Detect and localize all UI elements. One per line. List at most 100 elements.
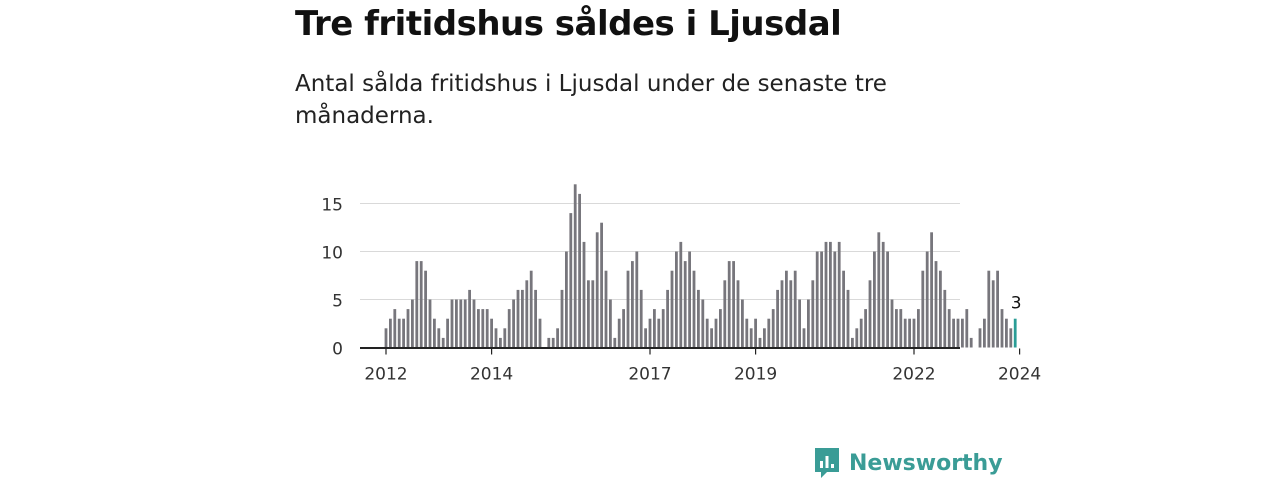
bar xyxy=(895,309,898,348)
brand-name: Newsworthy xyxy=(849,450,1003,476)
bar xyxy=(881,241,885,348)
chart-subtitle: Antal sålda fritidshus i Ljusdal under d… xyxy=(295,71,887,129)
bar xyxy=(846,289,850,348)
bar xyxy=(529,270,533,348)
bar xyxy=(384,328,388,348)
bar xyxy=(446,318,449,348)
y-tick-label: 15 xyxy=(321,196,343,216)
bar xyxy=(952,318,955,348)
bar xyxy=(657,318,661,348)
bar xyxy=(499,337,502,348)
bar xyxy=(455,299,458,348)
bar xyxy=(903,318,907,348)
bar xyxy=(732,261,735,348)
bar xyxy=(516,289,520,348)
bar xyxy=(978,328,982,348)
bar xyxy=(631,261,634,348)
bar xyxy=(965,309,969,348)
bar xyxy=(991,280,995,348)
bar xyxy=(450,299,454,348)
bar xyxy=(560,289,564,348)
bar xyxy=(582,241,586,348)
bar xyxy=(679,241,683,348)
bar xyxy=(912,318,916,348)
bar xyxy=(521,289,524,348)
bar xyxy=(424,270,427,348)
bar xyxy=(507,309,511,348)
bar xyxy=(613,337,617,348)
x-tick-label: 2012 xyxy=(364,365,407,385)
bar xyxy=(939,270,942,348)
x-tick-label: 2022 xyxy=(892,365,935,385)
y-tick-label: 0 xyxy=(332,340,343,360)
bar xyxy=(525,280,529,348)
bar xyxy=(855,328,859,348)
bar xyxy=(595,232,599,348)
bar xyxy=(1009,328,1013,348)
bar xyxy=(406,309,410,348)
newsworthy-brand: Newsworthy xyxy=(813,446,1003,480)
bar xyxy=(604,270,608,348)
bar xyxy=(692,270,696,348)
labels: 0 5 10 15 2012 2014 2017 2019 2022 2024 3 xyxy=(321,196,1041,385)
bar xyxy=(551,337,555,348)
y-tick-label: 10 xyxy=(321,244,343,264)
bar xyxy=(908,318,911,348)
bar xyxy=(899,309,903,348)
bar-chart: 0 5 10 15 2012 2014 2017 2019 2022 2024 3 xyxy=(321,184,1041,385)
bar xyxy=(428,299,432,348)
bar xyxy=(802,328,806,348)
bar xyxy=(943,289,947,348)
bar xyxy=(754,318,757,348)
bar xyxy=(749,328,753,348)
bar xyxy=(397,318,401,348)
bar xyxy=(485,309,489,348)
bar xyxy=(793,270,797,348)
bar xyxy=(468,289,471,348)
bar xyxy=(644,328,647,348)
bar xyxy=(842,270,845,348)
bar xyxy=(763,328,766,348)
bar xyxy=(851,337,854,348)
bar xyxy=(578,193,581,348)
bar xyxy=(617,318,621,348)
bar xyxy=(1005,318,1008,348)
bar xyxy=(1000,309,1004,348)
bar xyxy=(701,299,705,348)
bar xyxy=(437,328,441,348)
x-tick-label: 2014 xyxy=(470,365,513,385)
bar xyxy=(771,309,775,348)
bar xyxy=(719,309,722,348)
bar xyxy=(996,270,999,348)
bar xyxy=(411,299,414,348)
bar xyxy=(688,251,691,348)
bar xyxy=(459,299,463,348)
bar xyxy=(626,270,630,348)
bar xyxy=(807,299,810,348)
bar xyxy=(503,328,507,348)
bar-chart-speech-bubble-icon xyxy=(815,448,839,478)
bar xyxy=(873,251,876,348)
bar xyxy=(776,289,779,348)
bar xyxy=(556,328,559,348)
bar xyxy=(829,241,832,348)
bar xyxy=(591,280,595,348)
bar xyxy=(833,251,837,348)
bar xyxy=(925,251,929,348)
bar xyxy=(547,337,551,348)
x-tick-label: 2017 xyxy=(628,365,671,385)
bar xyxy=(947,309,951,348)
bar xyxy=(930,232,933,348)
bar xyxy=(477,309,480,348)
bar xyxy=(565,251,568,348)
bar xyxy=(653,309,656,348)
bar xyxy=(494,328,498,348)
bar xyxy=(441,337,445,348)
bar xyxy=(921,270,925,348)
bar xyxy=(389,318,392,348)
bar xyxy=(798,299,801,348)
bar xyxy=(512,299,515,348)
bar xyxy=(393,309,397,348)
bar xyxy=(727,261,731,348)
bar xyxy=(490,318,493,348)
